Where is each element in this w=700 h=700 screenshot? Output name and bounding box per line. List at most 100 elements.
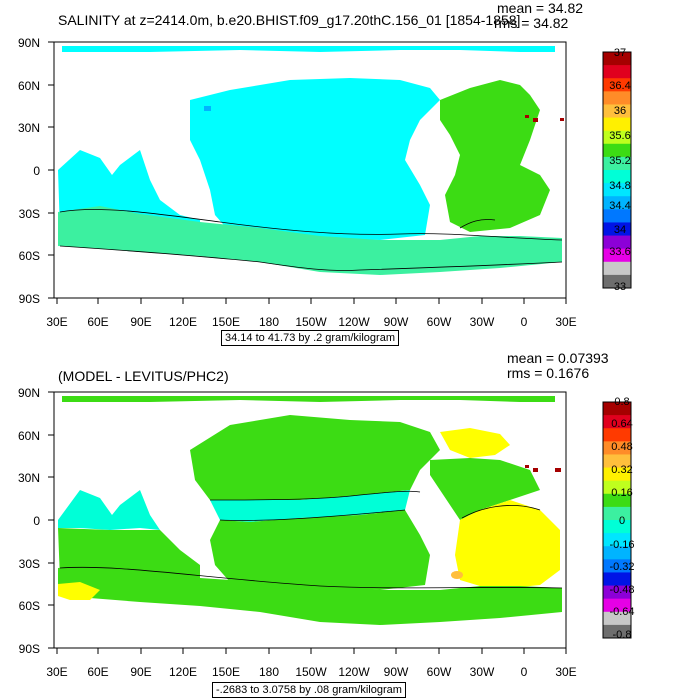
colorbar-label: 0.48 xyxy=(611,441,632,453)
colorbar-swatch xyxy=(603,598,631,613)
lon-label: 30E xyxy=(46,315,67,329)
colorbar-swatch xyxy=(603,209,631,223)
colorbar-swatch xyxy=(603,441,631,455)
colorbar-label: 0.64 xyxy=(611,418,632,430)
difference-panel: (MODEL - LEVITUS/PHC2) mean = 0.07393 rm… xyxy=(0,350,700,700)
lon-label: 30E xyxy=(46,665,67,679)
lat-label: 30N xyxy=(18,121,40,135)
range-box: 34.14 to 41.73 by .2 gram/kilogram xyxy=(221,330,399,346)
colorbar-label: 0 xyxy=(619,515,625,527)
colorbar-border xyxy=(602,401,632,639)
colorbar xyxy=(602,51,632,289)
colorbar-swatch xyxy=(603,52,631,66)
lat-label: 30S xyxy=(19,207,40,221)
lon-label: 30E xyxy=(555,665,576,679)
lon-label: 0 xyxy=(521,315,528,329)
lat-label: 60N xyxy=(18,429,40,443)
colorbar-label: 36.4 xyxy=(609,80,630,92)
lon-label: 120E xyxy=(169,665,197,679)
lon-label: 120W xyxy=(338,665,370,679)
colorbar-swatch xyxy=(603,235,631,250)
lon-axis: 30E 60E 90E 120E 150E 180 150W 120W 90W … xyxy=(46,648,577,679)
colorbar xyxy=(602,401,632,639)
colorbar-label: 35.6 xyxy=(609,130,630,142)
colorbar-labels: 0.8 0.64 0.48 0.32 0.16 0 -0.16 -0.32 -0… xyxy=(609,396,634,641)
lon-label: 150W xyxy=(295,315,327,329)
colorbar-label: 0.8 xyxy=(614,396,629,408)
colorbar-label: -0.8 xyxy=(613,629,632,641)
colorbar-label: -0.48 xyxy=(609,584,634,596)
colorbar-label: 34.8 xyxy=(609,180,630,192)
colorbar-swatch xyxy=(603,183,631,197)
rms-label: rms = 34.82 xyxy=(494,15,569,31)
colorbar-swatch xyxy=(603,611,631,626)
lon-label: 60W xyxy=(427,665,452,679)
colorbar-label: 0.32 xyxy=(611,464,632,476)
colorbar-swatch xyxy=(603,428,631,442)
lon-label: 30E xyxy=(555,315,576,329)
lon-label: 60E xyxy=(87,315,108,329)
mean-label: mean = 34.82 xyxy=(497,0,584,16)
lat-axis: 90N 60N 30N 0 30S 60S 90S xyxy=(18,386,54,656)
colorbar-swatch xyxy=(603,585,631,600)
colorbar-label: -0.64 xyxy=(609,606,634,618)
rms-label: rms = 0.1676 xyxy=(507,365,590,381)
difference-map: 90N 60N 30N 0 30S 60S 90S 30E 60E 90E xyxy=(18,386,635,679)
ocean-field xyxy=(58,396,563,625)
lon-label: 90W xyxy=(384,665,409,679)
range-box: -.2683 to 3.0758 by .08 gram/kilogram xyxy=(212,682,406,698)
lat-label: 30S xyxy=(19,557,40,571)
colorbar-swatch xyxy=(603,572,631,587)
lat-label: 90N xyxy=(18,36,40,50)
lat-label: 0 xyxy=(33,514,40,528)
lat-label: 0 xyxy=(33,164,40,178)
colorbar-label: -0.32 xyxy=(609,561,634,573)
colorbar-swatch xyxy=(603,261,631,276)
lon-label: 150W xyxy=(295,665,327,679)
colorbar-label: 36 xyxy=(614,105,626,117)
colorbar-swatch xyxy=(603,78,631,92)
lat-axis: 90N 60N 30N 0 30S 60S 90S xyxy=(18,36,54,306)
colorbar-swatch xyxy=(603,454,631,469)
colorbar-label: 34.4 xyxy=(609,200,630,212)
lon-label: 120W xyxy=(338,315,370,329)
panel-title: (MODEL - LEVITUS/PHC2) xyxy=(58,368,229,384)
colorbar-label: 35.2 xyxy=(609,155,630,167)
lon-label: 150E xyxy=(212,665,240,679)
salinity-panel: SALINITY at z=2414.0m, b.e20.BHIST.f09_g… xyxy=(18,0,632,346)
colorbar-swatch xyxy=(603,222,631,237)
colorbar-label: 33 xyxy=(614,281,626,293)
colorbar-border xyxy=(602,51,632,289)
lat-label: 90S xyxy=(19,292,40,306)
lon-label: 60W xyxy=(427,315,452,329)
lon-label: 150E xyxy=(212,315,240,329)
lon-label: 30W xyxy=(470,315,495,329)
colorbar-swatch xyxy=(603,274,631,289)
colorbar-swatch xyxy=(603,506,631,521)
lat-label: 90S xyxy=(19,642,40,656)
lon-label: 90E xyxy=(130,315,151,329)
lon-label: 180 xyxy=(259,665,279,679)
colorbar-swatch xyxy=(603,467,631,482)
ocean-field xyxy=(58,46,564,275)
colorbar-label: -0.16 xyxy=(609,539,634,551)
lon-label: 120E xyxy=(169,315,197,329)
colorbar-swatch xyxy=(603,170,631,184)
colorbar-swatch xyxy=(603,104,631,119)
lon-axis: 30E 60E 90E 120E 150E 180 150W 120W 90W … xyxy=(46,298,577,329)
colorbar-label: 0.16 xyxy=(611,487,632,499)
colorbar-swatch xyxy=(603,480,631,495)
colorbar-swatch xyxy=(603,156,631,171)
colorbar-swatch xyxy=(603,117,631,132)
lat-label: 30N xyxy=(18,471,40,485)
colorbar-swatch xyxy=(603,520,631,534)
colorbar-labels: 37 36.4 36 35.6 35.2 34.8 34.4 34 33.6 3… xyxy=(609,47,630,293)
lat-label: 60S xyxy=(19,249,40,263)
lon-label: 30W xyxy=(470,665,495,679)
colorbar-swatch xyxy=(603,415,631,429)
lon-label: 180 xyxy=(259,315,279,329)
colorbar-swatch xyxy=(603,248,631,263)
lon-label: 90E xyxy=(130,665,151,679)
salinity-map: 90N 60N 30N 0 30S 60S 90S 30E 60E 90E xyxy=(18,36,632,329)
colorbar-swatch xyxy=(603,493,631,508)
